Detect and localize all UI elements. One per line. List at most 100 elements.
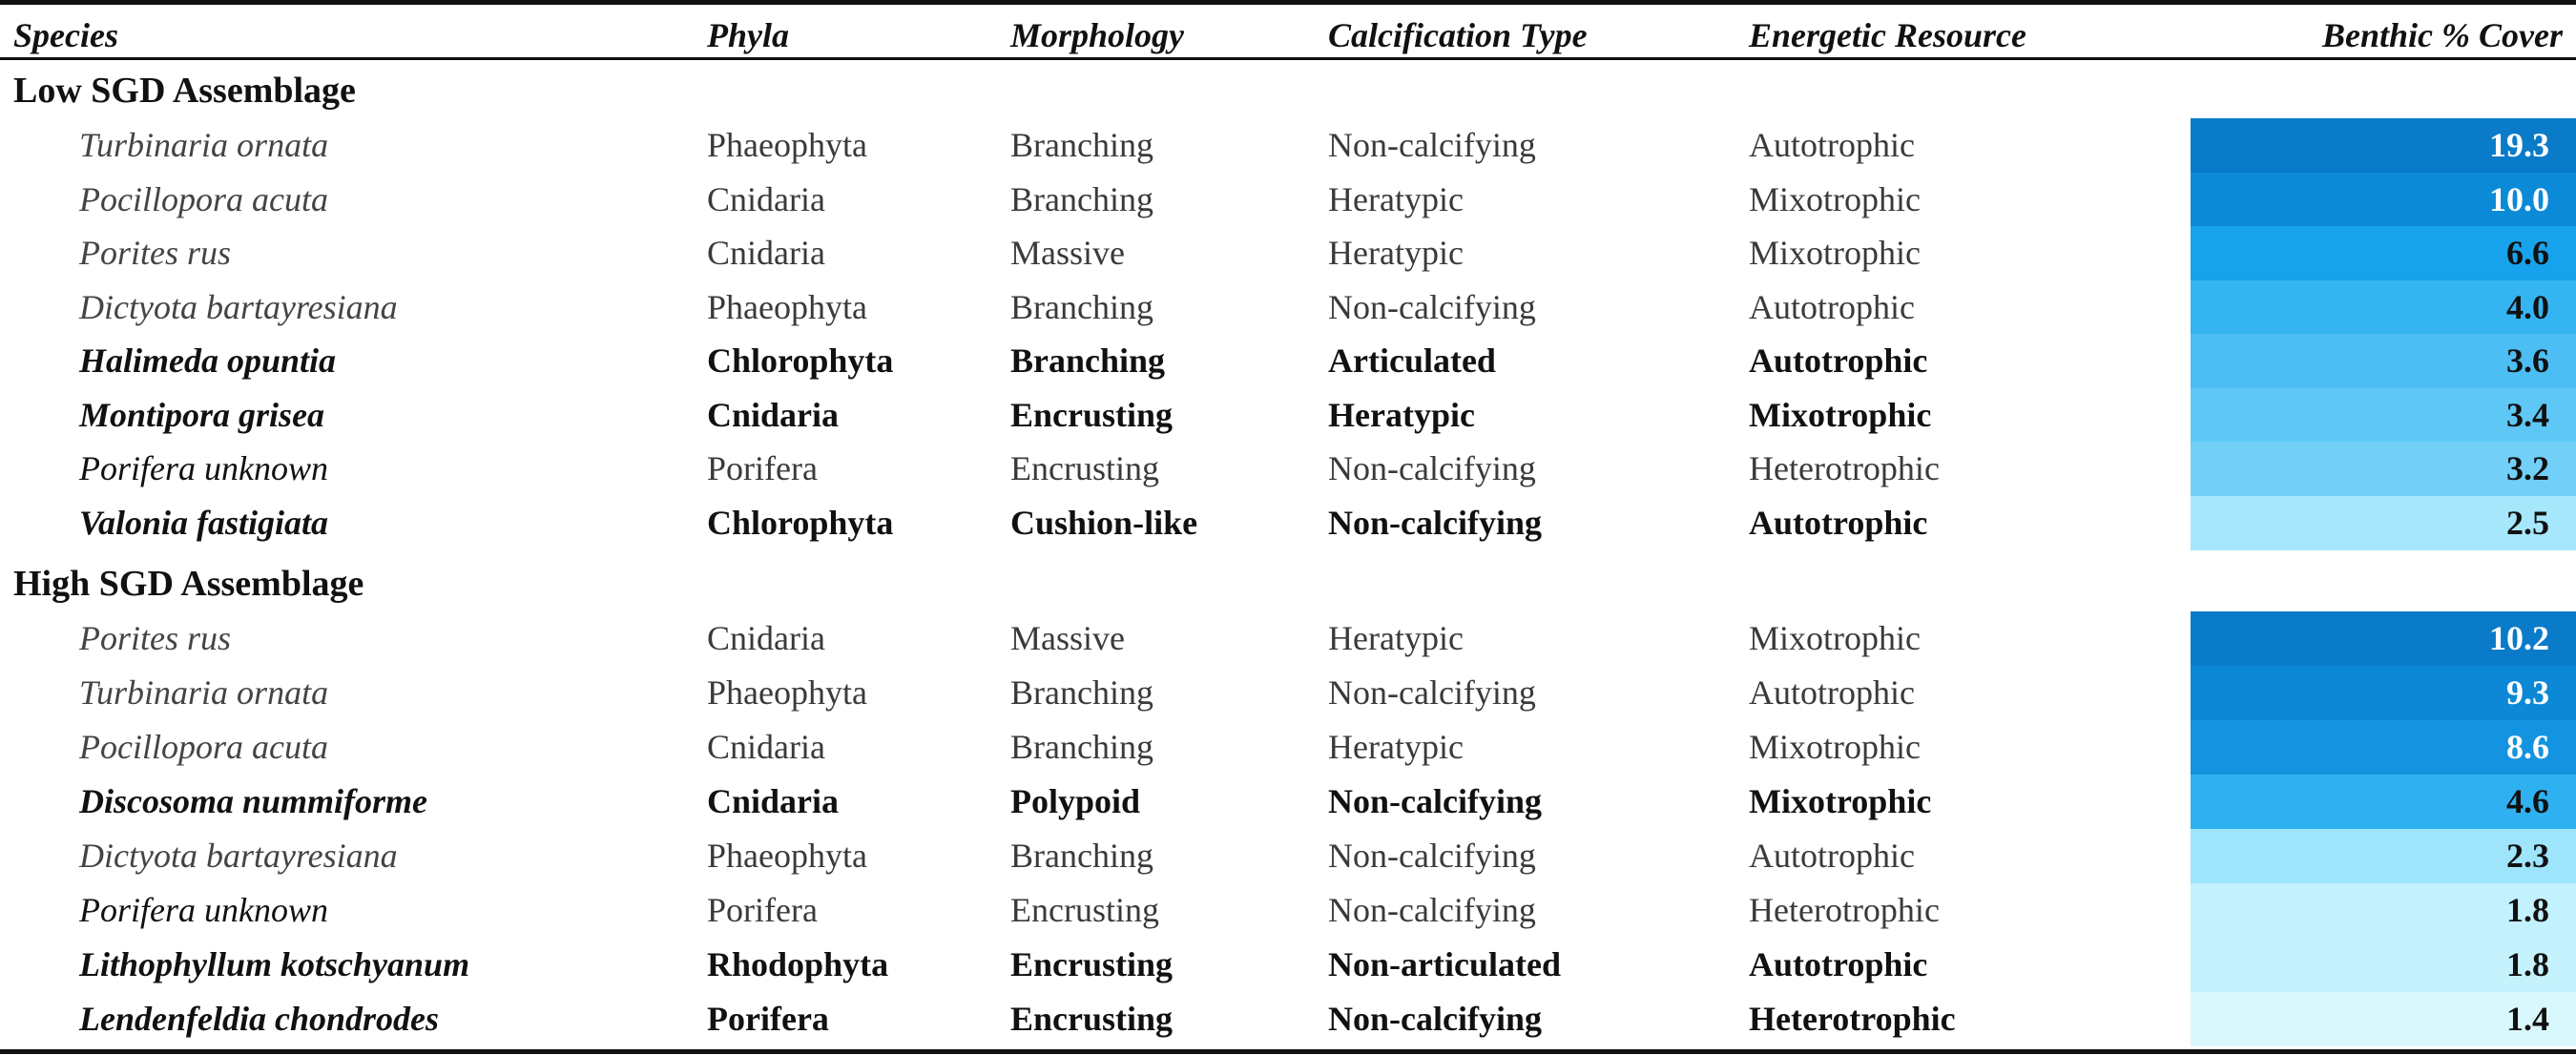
species-cell: Lithophyllum kotschyanum: [79, 945, 470, 983]
cover-heat-cell: [2191, 334, 2576, 388]
cover-value: 3.2: [2506, 449, 2549, 487]
morphology-cell: Branching: [1010, 126, 1153, 164]
energetic-cell: Autotrophic: [1749, 126, 1915, 164]
cover-value: 1.8: [2506, 945, 2549, 983]
phyla-cell: Porifera: [707, 891, 818, 929]
table-row: Lithophyllum kotschyanum Rhodophyta Encrus…: [0, 938, 2576, 992]
species-cell: Valonia fastigiata: [79, 503, 329, 542]
group-label-high: High SGD Assemblage: [13, 564, 364, 604]
calcification-cell: Non-calcifying: [1328, 837, 1536, 875]
cover-heat-cell: [2191, 495, 2576, 550]
table-row: Turbinaria ornata Phaeophyta Branching Non-…: [0, 118, 2576, 173]
energetic-cell: Heterotrophic: [1749, 449, 1940, 487]
phyla-cell: Phaeophyta: [707, 837, 867, 875]
table-header-rule: [0, 57, 2576, 60]
calcification-cell: Non-calcifying: [1328, 126, 1536, 164]
table-bottom-rule: [0, 1049, 2576, 1054]
morphology-cell: Cushion-like: [1010, 503, 1198, 542]
species-cell: Porifera unknown: [79, 891, 328, 929]
cover-heat-cell: [2191, 118, 2576, 173]
energetic-cell: Mixotrophic: [1749, 728, 1921, 766]
table-row: Lendenfeldia chondrodes Porifera Encrustin…: [0, 992, 2576, 1046]
phyla-cell: Cnidaria: [707, 782, 840, 820]
species-cell: Pocillopora acuta: [79, 728, 328, 766]
morphology-cell: Branching: [1010, 341, 1166, 380]
cover-value: 8.6: [2506, 728, 2549, 766]
header-cover: Benthic % Cover: [2322, 16, 2563, 54]
group-label-low: Low SGD Assemblage: [13, 71, 356, 111]
header-calcification: Calcification Type: [1328, 16, 1588, 54]
cover-heat-cell: [2191, 720, 2576, 775]
cover-value: 10.2: [2489, 619, 2549, 657]
morphology-cell: Encrusting: [1010, 449, 1159, 487]
phyla-cell: Phaeophyta: [707, 287, 867, 326]
calcification-cell: Non-calcifying: [1328, 503, 1542, 542]
header-morphology: Morphology: [1010, 16, 1185, 54]
species-cell: Discosoma nummiforme: [79, 782, 428, 820]
calcification-cell: Non-calcifying: [1328, 891, 1536, 929]
morphology-cell: Polypoid: [1010, 782, 1141, 820]
morphology-cell: Branching: [1010, 287, 1153, 326]
energetic-cell: Mixotrophic: [1749, 619, 1921, 657]
table-row: Porites rus Cnidaria Massive Heratypic Mixot…: [0, 611, 2576, 666]
cover-heat-cell: [2191, 666, 2576, 720]
header-species: Species: [13, 16, 118, 54]
energetic-cell: Autotrophic: [1749, 287, 1915, 326]
morphology-cell: Massive: [1010, 234, 1125, 272]
phyla-cell: Rhodophyta: [707, 945, 889, 983]
phyla-cell: Phaeophyta: [707, 673, 867, 712]
species-cell: Dictyota bartayresiana: [79, 287, 398, 326]
phyla-cell: Chlorophyta: [707, 503, 894, 542]
energetic-cell: Mixotrophic: [1749, 395, 1932, 434]
calcification-cell: Non-calcifying: [1328, 1000, 1542, 1038]
cover-value: 2.3: [2506, 837, 2549, 875]
species-cell: Pocillopora acuta: [79, 179, 328, 218]
energetic-cell: Heterotrophic: [1749, 1000, 1956, 1038]
table-row: Discosoma nummiforme Cnidaria Polypoid Non-…: [0, 775, 2576, 829]
species-cell: Dictyota bartayresiana: [79, 837, 398, 875]
cover-value: 2.5: [2506, 503, 2549, 542]
cover-value: 10.0: [2489, 179, 2549, 218]
species-cell: Turbinaria ornata: [79, 673, 329, 712]
cover-heat-cell: [2191, 387, 2576, 443]
energetic-cell: Autotrophic: [1749, 945, 1928, 983]
cover-heat-cell: [2191, 883, 2576, 938]
energetic-cell: Heterotrophic: [1749, 891, 1940, 929]
cover-heat-cell: [2191, 442, 2576, 496]
calcification-cell: Non-calcifying: [1328, 287, 1536, 326]
morphology-cell: Encrusting: [1010, 1000, 1174, 1038]
species-cell: Lendenfeldia chondrodes: [79, 1000, 439, 1038]
phyla-cell: Cnidaria: [707, 619, 825, 657]
cover-value: 3.4: [2506, 395, 2549, 434]
table-row: Pocillopora acuta Cnidaria Branching Heraty…: [0, 172, 2576, 227]
phyla-cell: Cnidaria: [707, 234, 825, 272]
phyla-cell: Cnidaria: [707, 179, 825, 218]
calcification-cell: Non-calcifying: [1328, 782, 1542, 820]
species-cell: Halimeda opuntia: [79, 341, 337, 380]
cover-heat-cell: [2191, 775, 2576, 829]
cover-heat-cell: [2191, 829, 2576, 883]
species-cell: Turbinaria ornata: [79, 126, 329, 164]
energetic-cell: Mixotrophic: [1749, 234, 1921, 272]
calcification-cell: Heratypic: [1328, 728, 1464, 766]
header-energetic: Energetic Resource: [1749, 16, 2026, 54]
calcification-cell: Heratypic: [1328, 179, 1464, 218]
morphology-cell: Branching: [1010, 837, 1153, 875]
species-cell: Porifera unknown: [79, 449, 328, 487]
phyla-cell: Porifera: [707, 1000, 829, 1038]
morphology-cell: Branching: [1010, 673, 1153, 712]
energetic-cell: Mixotrophic: [1749, 179, 1921, 218]
cover-value: 6.6: [2506, 234, 2549, 272]
morphology-cell: Massive: [1010, 619, 1125, 657]
energetic-cell: Autotrophic: [1749, 503, 1928, 542]
phyla-cell: Cnidaria: [707, 395, 840, 434]
calcification-cell: Non-articulated: [1328, 945, 1561, 983]
cover-value: 1.4: [2506, 1000, 2549, 1038]
morphology-cell: Encrusting: [1010, 945, 1174, 983]
cover-value: 9.3: [2506, 673, 2549, 712]
cover-heat-cell: [2191, 279, 2576, 335]
species-cell: Montipora grisea: [79, 395, 325, 434]
cover-value: 4.6: [2506, 782, 2549, 820]
table-row: Valonia fastigiata Chlorophyta Cushion-lik…: [0, 495, 2576, 550]
table-row: Porites rus Cnidaria Massive Heratypic Mixot…: [0, 226, 2576, 280]
